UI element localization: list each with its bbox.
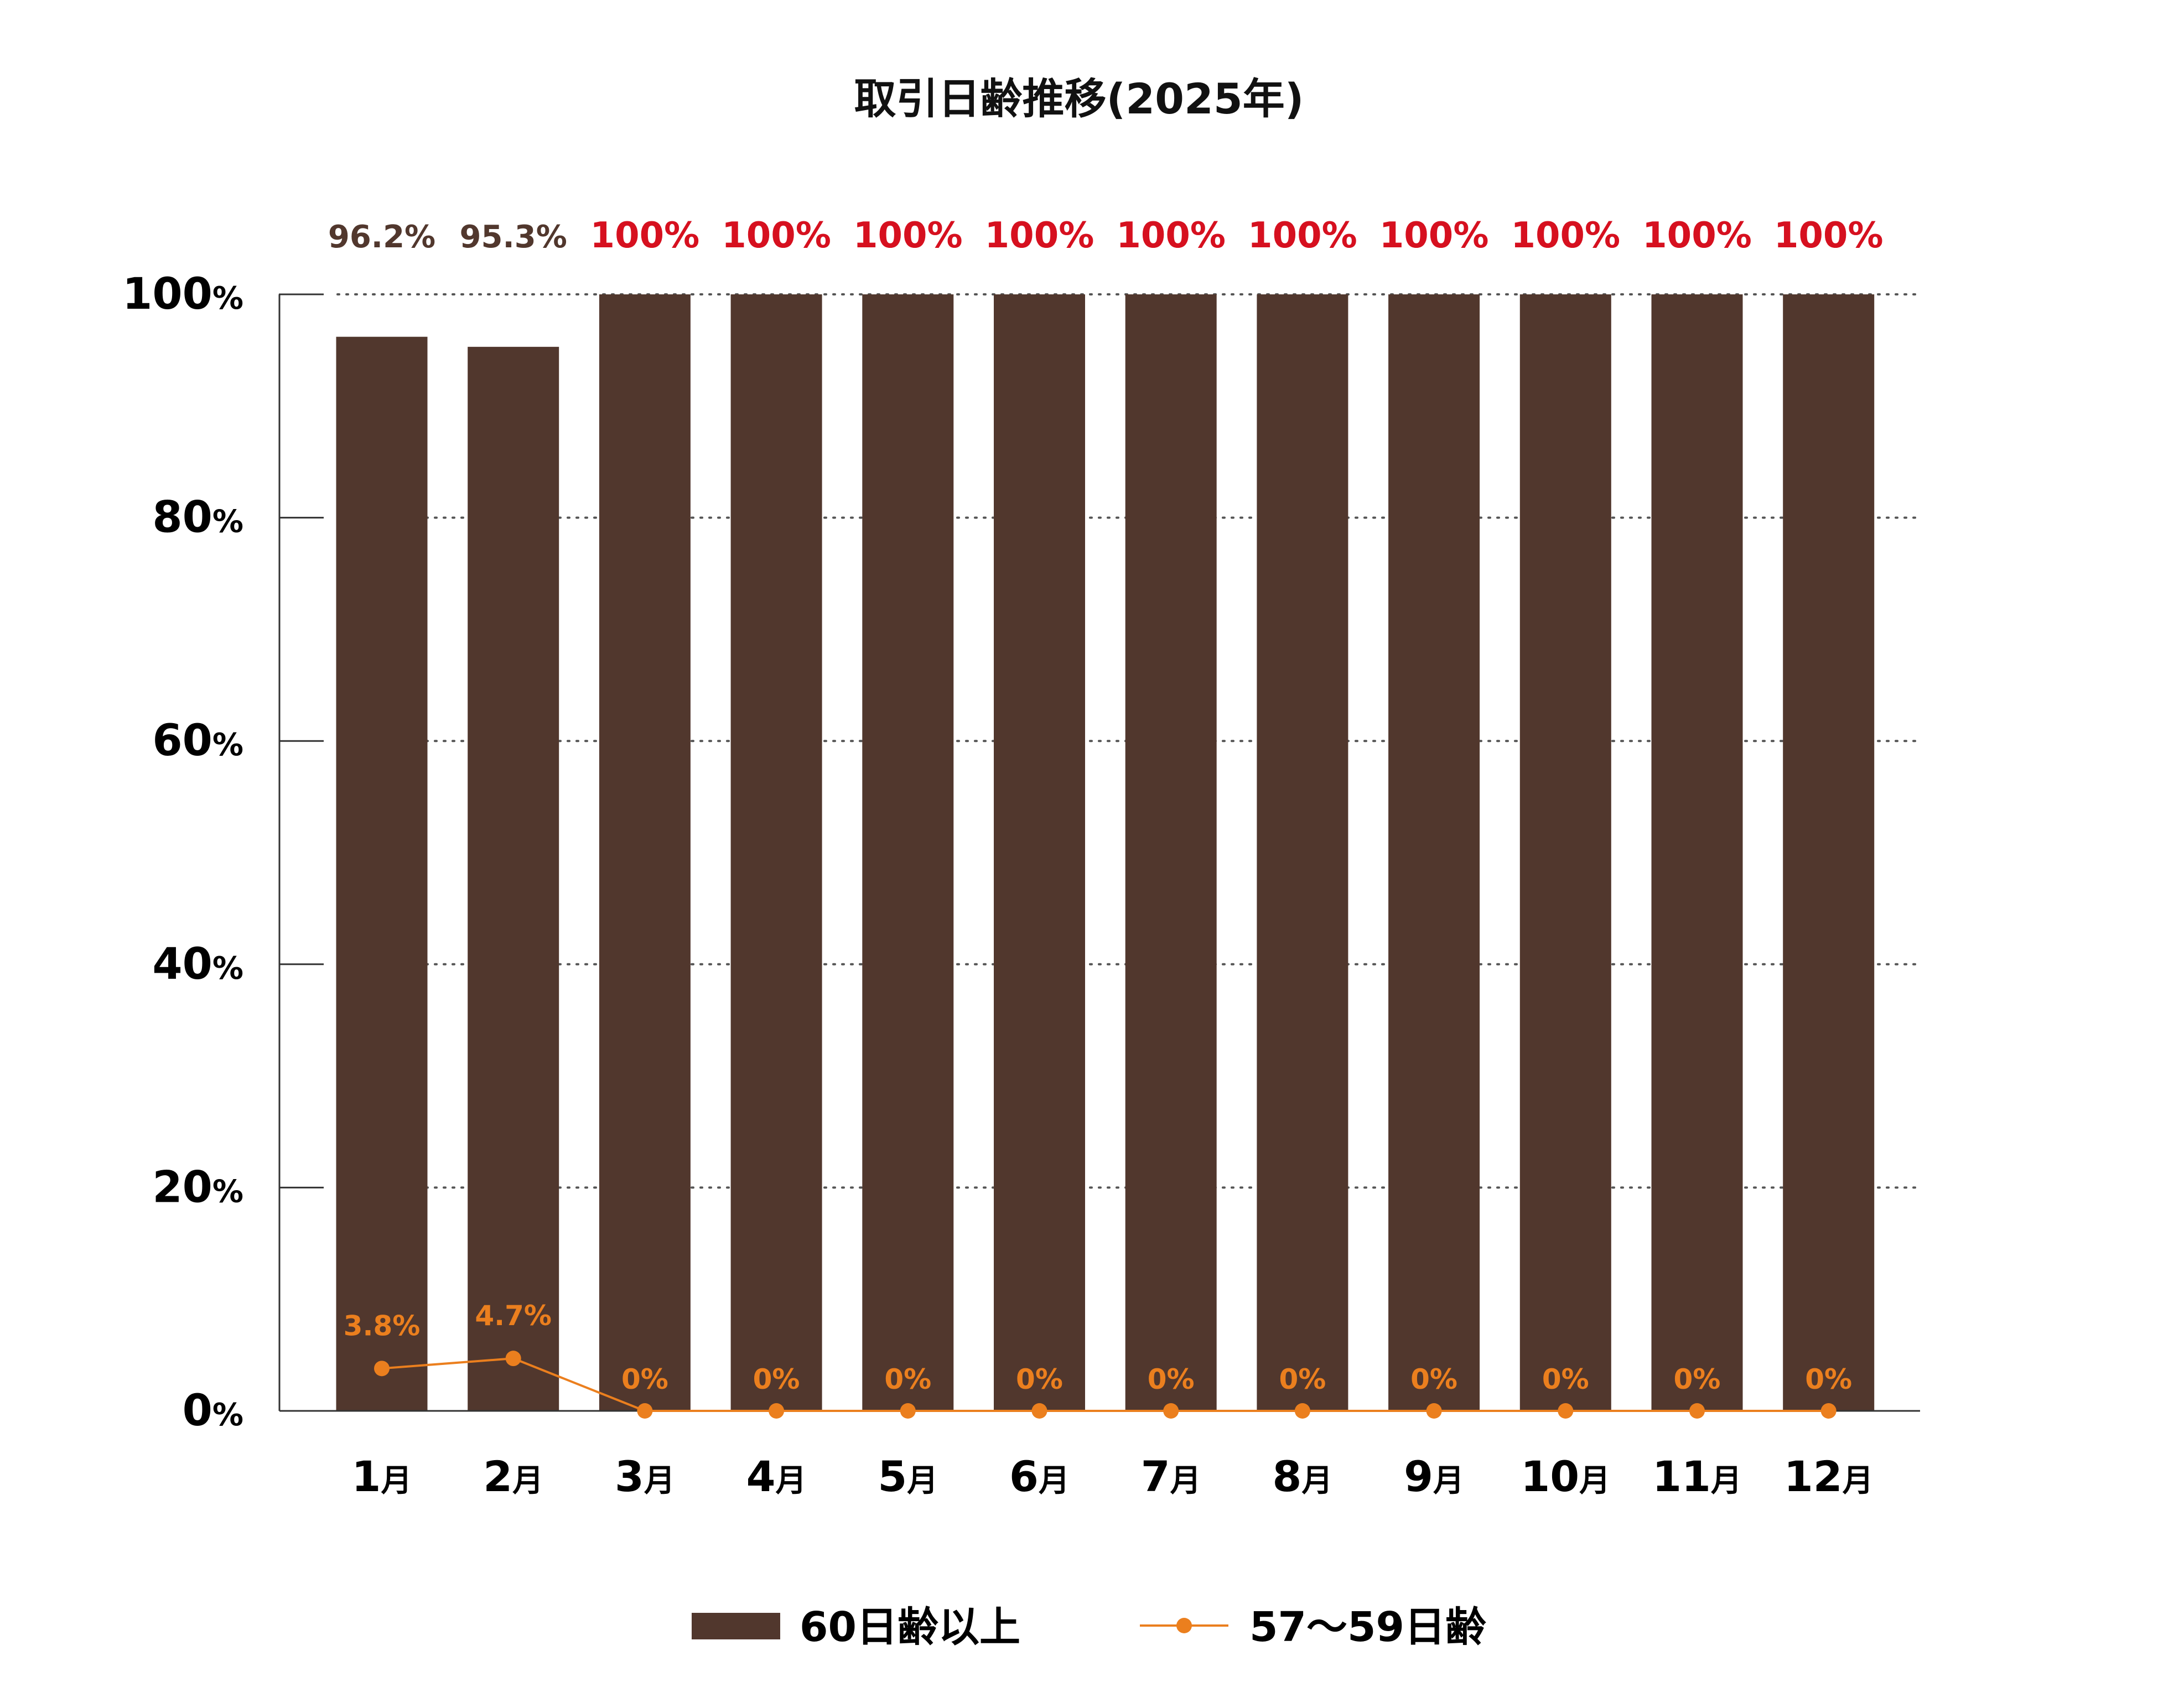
x-tick-label: 12月 bbox=[1784, 1452, 1874, 1501]
line-layer bbox=[374, 1351, 1837, 1419]
line-value-label: 0% bbox=[1805, 1363, 1852, 1395]
line-point bbox=[769, 1403, 785, 1419]
line-value-label: 0% bbox=[1279, 1363, 1326, 1395]
legend-bar-swatch bbox=[692, 1613, 780, 1639]
bar bbox=[468, 346, 559, 1411]
line-value-label: 0% bbox=[621, 1363, 668, 1395]
bar bbox=[1388, 294, 1480, 1411]
legend-line-label: 57〜59日齢 bbox=[1249, 1603, 1486, 1651]
line-value-label: 0% bbox=[1016, 1363, 1063, 1395]
bar bbox=[994, 294, 1085, 1411]
line-value-label: 0% bbox=[1148, 1363, 1195, 1395]
x-tick-label: 2月 bbox=[483, 1452, 543, 1501]
y-tick-label: 60% bbox=[152, 716, 243, 766]
y-tick-label: 20% bbox=[152, 1162, 243, 1212]
y-tick-label: 80% bbox=[152, 493, 243, 543]
x-tick-label: 8月 bbox=[1272, 1452, 1332, 1501]
y-tick-label: 40% bbox=[152, 939, 243, 989]
bars-layer bbox=[336, 294, 1875, 1411]
line-value-label: 0% bbox=[1674, 1363, 1721, 1395]
line-point bbox=[374, 1361, 390, 1377]
bar-value-label: 100% bbox=[1248, 215, 1357, 256]
line-value-label: 0% bbox=[1542, 1363, 1589, 1395]
bar bbox=[1519, 294, 1611, 1411]
line-value-label: 4.7% bbox=[475, 1300, 552, 1332]
chart-title: 取引日齢推移(2025年) bbox=[854, 74, 1304, 123]
bar bbox=[336, 336, 428, 1411]
legend-bar-label: 60日齢以上 bbox=[800, 1603, 1020, 1651]
y-tick-label: 0% bbox=[183, 1386, 243, 1436]
bar-value-label: 100% bbox=[1379, 215, 1489, 256]
line-point bbox=[900, 1403, 916, 1419]
line-value-label: 3.8% bbox=[344, 1310, 421, 1342]
line-point bbox=[637, 1403, 653, 1419]
bar bbox=[1257, 294, 1348, 1411]
line-point bbox=[1163, 1403, 1179, 1419]
line-series-path bbox=[381, 1357, 1829, 1412]
x-tick-label: 9月 bbox=[1404, 1452, 1464, 1501]
bar bbox=[862, 294, 954, 1411]
bar-value-label: 100% bbox=[1774, 215, 1884, 256]
bar-value-label: 95.3% bbox=[460, 219, 567, 255]
line-point bbox=[1031, 1403, 1047, 1419]
bar-value-label: 96.2% bbox=[328, 219, 435, 255]
line-value-label: 0% bbox=[1410, 1363, 1457, 1395]
x-tick-label: 4月 bbox=[746, 1452, 807, 1501]
line-point bbox=[1689, 1403, 1705, 1419]
x-tick-label: 10月 bbox=[1521, 1452, 1610, 1501]
bar bbox=[599, 294, 691, 1411]
line-point bbox=[1426, 1403, 1442, 1419]
bar bbox=[1125, 294, 1217, 1411]
bar-value-label: 100% bbox=[1642, 215, 1752, 256]
y-tick-label: 100% bbox=[122, 269, 243, 319]
bar bbox=[1651, 294, 1743, 1411]
x-tick-label: 11月 bbox=[1652, 1452, 1742, 1501]
x-tick-label: 5月 bbox=[878, 1452, 938, 1501]
legend-line-marker bbox=[1176, 1618, 1192, 1633]
x-tick-label: 3月 bbox=[615, 1452, 675, 1501]
bar bbox=[1783, 294, 1875, 1411]
bar bbox=[730, 294, 822, 1411]
bar-value-label: 100% bbox=[985, 215, 1094, 256]
x-tick-label: 7月 bbox=[1141, 1452, 1201, 1501]
bar-value-label: 100% bbox=[1511, 215, 1620, 256]
line-point bbox=[505, 1351, 521, 1367]
x-tick-label: 6月 bbox=[1009, 1452, 1070, 1501]
bar-value-label: 100% bbox=[1116, 215, 1226, 256]
x-tick-label: 1月 bbox=[352, 1452, 412, 1501]
line-point bbox=[1820, 1403, 1837, 1419]
line-value-label: 0% bbox=[753, 1363, 800, 1395]
line-point bbox=[1294, 1403, 1310, 1419]
line-point bbox=[1558, 1403, 1574, 1419]
labels-layer: 96.2% 1月 95.3% 2月 100% 3月 100% 4月 100% 5月 100% 6月 10… bbox=[328, 215, 1884, 1501]
bar-value-label: 100% bbox=[590, 215, 700, 256]
bar-value-label: 100% bbox=[853, 215, 963, 256]
legend: 60日齢以上 57〜59日齢 bbox=[692, 1603, 1486, 1651]
bar-value-label: 100% bbox=[722, 215, 831, 256]
axes-layer: 0% 20% 40% 60% 80% 100% bbox=[122, 269, 1920, 1436]
line-value-label: 0% bbox=[884, 1363, 931, 1395]
